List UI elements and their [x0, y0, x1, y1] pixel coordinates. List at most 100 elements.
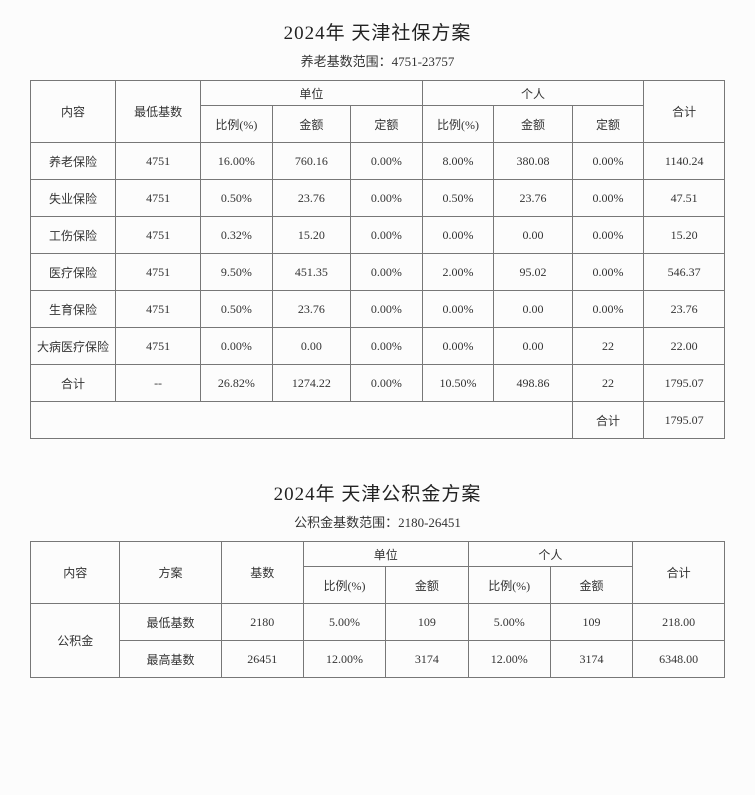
cell: 0.00: [272, 328, 350, 365]
cell: 451.35: [272, 254, 350, 291]
table-row: 养老保险475116.00%760.160.00%8.00%380.080.00…: [31, 143, 725, 180]
shebao-subtitle: 养老基数范围：4751-23757: [30, 51, 725, 70]
cell: 0.00%: [351, 291, 423, 328]
cell: 760.16: [272, 143, 350, 180]
th-amount: 金额: [550, 567, 632, 604]
th-ratio: 比例(%): [303, 567, 385, 604]
cell: 0.00: [494, 217, 572, 254]
th-company: 单位: [201, 81, 423, 106]
shebao-table: 内容 最低基数 单位 个人 合计 比例(%) 金额 定额 比例(%) 金额 定额…: [30, 80, 725, 439]
cell: 0.00%: [422, 217, 494, 254]
cell: 12.00%: [468, 641, 550, 678]
cell: 0.00%: [201, 328, 273, 365]
th-ratio: 比例(%): [468, 567, 550, 604]
th-ratio: 比例(%): [201, 106, 273, 143]
cell: 医疗保险: [31, 254, 116, 291]
th-total: 合计: [633, 542, 725, 604]
cell: 合计: [31, 365, 116, 402]
table-row: 工伤保险47510.32%15.200.00%0.00%0.000.00%15.…: [31, 217, 725, 254]
cell: 最高基数: [120, 641, 221, 678]
cell: 0.00%: [572, 180, 644, 217]
cell: 0.00%: [572, 143, 644, 180]
th-amount: 金额: [494, 106, 572, 143]
cell: 3174: [386, 641, 468, 678]
cell: 生育保险: [31, 291, 116, 328]
gjj-rowlabel: 公积金: [31, 604, 120, 678]
cell: 0.00: [494, 291, 572, 328]
cell: 26451: [221, 641, 303, 678]
cell: 95.02: [494, 254, 572, 291]
grand-blank: [31, 402, 573, 439]
cell: 15.20: [644, 217, 725, 254]
cell: 2180: [221, 604, 303, 641]
cell: 4751: [116, 180, 201, 217]
cell: 218.00: [633, 604, 725, 641]
cell: 0.00%: [351, 254, 423, 291]
cell: 4751: [116, 143, 201, 180]
cell: 0.00%: [572, 291, 644, 328]
cell: 0.50%: [201, 180, 273, 217]
th-amount: 金额: [386, 567, 468, 604]
cell: 0.00%: [572, 254, 644, 291]
th-base: 基数: [221, 542, 303, 604]
th-company: 单位: [303, 542, 468, 567]
cell: 4751: [116, 328, 201, 365]
th-ratio: 比例(%): [422, 106, 494, 143]
gjj-subtitle: 公积金基数范围：2180-26451: [30, 512, 725, 531]
table-row: 公积金 最低基数 2180 5.00% 109 5.00% 109 218.00: [31, 604, 725, 641]
table-head-row: 内容 方案 基数 单位 个人 合计: [31, 542, 725, 567]
table-row: 失业保险47510.50%23.760.00%0.50%23.760.00%47…: [31, 180, 725, 217]
gjj-table: 内容 方案 基数 单位 个人 合计 比例(%) 金额 比例(%) 金额 公积金 …: [30, 541, 725, 678]
cell: 109: [550, 604, 632, 641]
gjj-title: 2024年 天津公积金方案: [30, 479, 725, 506]
cell: 0.00: [494, 328, 572, 365]
cell: 最低基数: [120, 604, 221, 641]
cell: 10.50%: [422, 365, 494, 402]
cell: 47.51: [644, 180, 725, 217]
cell: 23.76: [494, 180, 572, 217]
table-row: 最高基数 26451 12.00% 3174 12.00% 3174 6348.…: [31, 641, 725, 678]
th-fixed: 定额: [572, 106, 644, 143]
cell: 22: [572, 365, 644, 402]
cell: 26.82%: [201, 365, 273, 402]
cell: 4751: [116, 217, 201, 254]
table-head-row: 内容 最低基数 单位 个人 合计: [31, 81, 725, 106]
cell: 0.00%: [351, 217, 423, 254]
cell: 109: [386, 604, 468, 641]
cell: 工伤保险: [31, 217, 116, 254]
cell: 1795.07: [644, 365, 725, 402]
cell: --: [116, 365, 201, 402]
cell: 6348.00: [633, 641, 725, 678]
th-content: 内容: [31, 81, 116, 143]
cell: 0.50%: [201, 291, 273, 328]
cell: 0.50%: [422, 180, 494, 217]
cell: 23.76: [644, 291, 725, 328]
cell: 0.00%: [351, 180, 423, 217]
cell: 8.00%: [422, 143, 494, 180]
cell: 0.00%: [351, 365, 423, 402]
cell: 5.00%: [303, 604, 385, 641]
cell: 1140.24: [644, 143, 725, 180]
cell: 5.00%: [468, 604, 550, 641]
cell: 0.00%: [572, 217, 644, 254]
table-row: 大病医疗保险47510.00%0.000.00%0.00%0.002222.00: [31, 328, 725, 365]
cell: 22.00: [644, 328, 725, 365]
cell: 大病医疗保险: [31, 328, 116, 365]
cell: 0.00%: [351, 143, 423, 180]
th-personal: 个人: [422, 81, 644, 106]
th-personal: 个人: [468, 542, 633, 567]
cell: 4751: [116, 291, 201, 328]
th-fixed: 定额: [351, 106, 423, 143]
cell: 0.32%: [201, 217, 273, 254]
cell: 3174: [550, 641, 632, 678]
shebao-title: 2024年 天津社保方案: [30, 18, 725, 45]
cell: 0.00%: [422, 291, 494, 328]
cell: 养老保险: [31, 143, 116, 180]
cell: 9.50%: [201, 254, 273, 291]
th-amount: 金额: [272, 106, 350, 143]
th-content: 内容: [31, 542, 120, 604]
grand-label: 合计: [572, 402, 644, 439]
table-row: 医疗保险47519.50%451.350.00%2.00%95.020.00%5…: [31, 254, 725, 291]
table-row: 生育保险47510.50%23.760.00%0.00%0.000.00%23.…: [31, 291, 725, 328]
cell: 546.37: [644, 254, 725, 291]
